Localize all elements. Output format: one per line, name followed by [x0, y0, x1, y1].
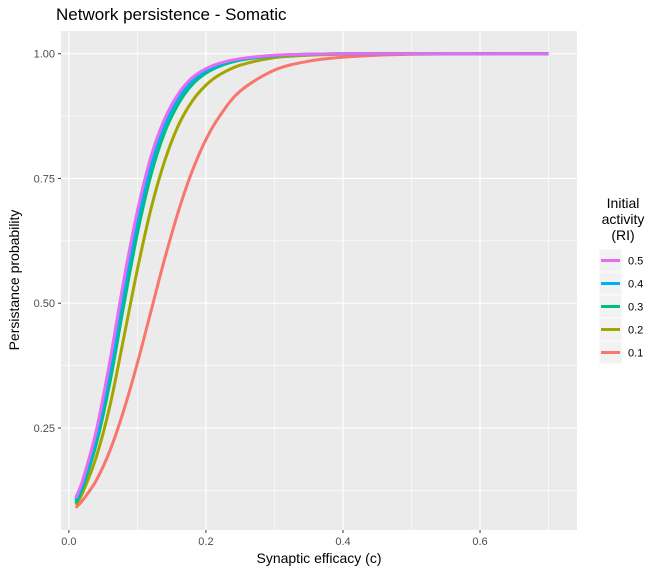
x-tick-label-3: 0.6 [472, 536, 487, 548]
legend-title-line-2: activity [602, 211, 645, 227]
legend-title-line-1: Initial [607, 195, 640, 211]
x-axis-title: Synaptic efficacy (c) [256, 550, 381, 566]
y-tick-label-2: 0.75 [34, 173, 55, 185]
y-axis: 0.25 0.50 0.75 1.00 [34, 49, 61, 435]
x-tick-label-1: 0.2 [198, 536, 213, 548]
legend-label-0.2: 0.2 [628, 325, 643, 337]
y-tick-label-3: 1.00 [34, 49, 55, 61]
x-tick-label-0: 0.0 [61, 536, 76, 548]
y-axis-title: Persistance probability [6, 210, 22, 351]
legend-label-0.3: 0.3 [628, 302, 643, 314]
legend-label-0.1: 0.1 [628, 348, 643, 360]
y-tick-label-1: 0.50 [34, 298, 55, 310]
x-tick-label-2: 0.4 [335, 536, 350, 548]
legend: Initial activity (RI) 0.5 0.4 0.3 0.2 0.1 [598, 195, 645, 365]
series-lines [74, 52, 549, 509]
grid-major [61, 31, 577, 530]
plot-panel [61, 31, 577, 530]
chart-title: Network persistence - Somatic [56, 5, 287, 24]
y-tick-label-0: 0.25 [34, 423, 55, 435]
series-line-0.5 [74, 52, 549, 499]
legend-label-0.4: 0.4 [628, 279, 643, 291]
grid-minor [61, 31, 577, 530]
x-axis: 0.0 0.2 0.4 0.6 [61, 530, 488, 548]
legend-title-line-3: (RI) [611, 227, 634, 243]
legend-label-0.5: 0.5 [628, 256, 643, 268]
